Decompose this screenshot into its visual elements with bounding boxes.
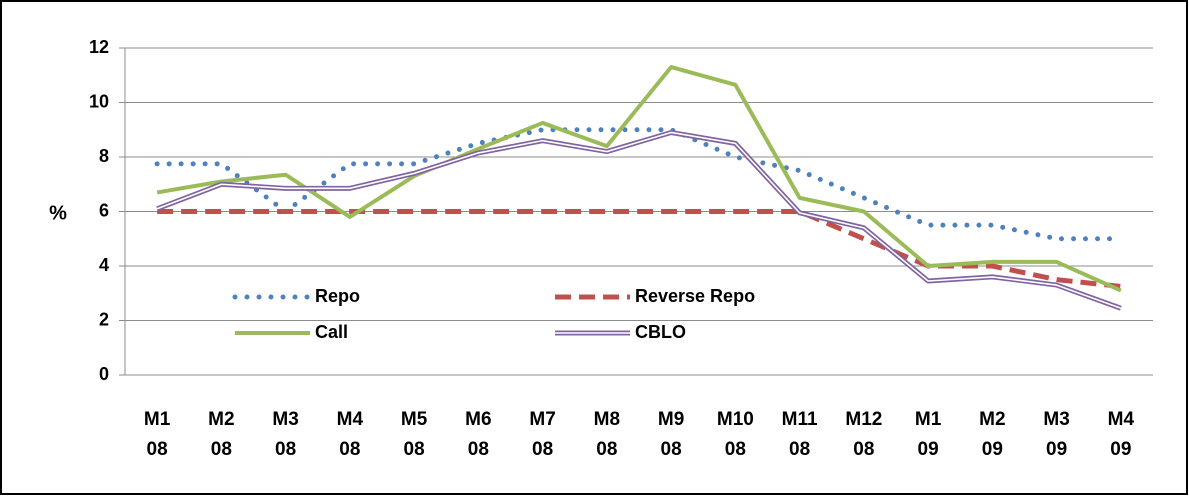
x-tick-label: M12 08: [845, 409, 882, 460]
series-line-inner: [156, 131, 1122, 309]
y-tick-label: 2: [99, 309, 109, 329]
x-tick-label: M2 08: [208, 409, 234, 460]
x-tick-label: M9 08: [658, 409, 684, 460]
x-tick-label: M7 08: [529, 409, 555, 460]
x-tick-label: M4 09: [1108, 409, 1135, 460]
x-tick-label: M3 08: [272, 409, 298, 460]
x-tick-label: M1 08: [144, 409, 171, 460]
x-tick-label: M2 09: [979, 409, 1005, 460]
x-tick-label: M5 08: [401, 409, 428, 460]
y-tick-label: 6: [99, 200, 109, 220]
series-line: [154, 127, 1124, 242]
x-tick-label: M11 08: [782, 409, 818, 460]
y-tick-label: 12: [89, 37, 109, 57]
y-tick-label: 10: [89, 91, 109, 111]
x-tick-label: M4 08: [337, 409, 364, 460]
legend-label: CBLO: [635, 322, 686, 342]
x-tick-label: M1 09: [915, 409, 942, 460]
series-line: [156, 65, 1122, 293]
x-tick-label: M3 09: [1043, 409, 1069, 460]
legend-label: Call: [315, 322, 348, 342]
y-tick-label: 0: [99, 364, 109, 384]
series-line: [157, 209, 1122, 289]
y-tick-label: 4: [99, 255, 109, 275]
legend-label: Repo: [315, 286, 360, 306]
y-axis-label: %: [49, 202, 67, 224]
x-tick-label: M8 08: [594, 409, 620, 460]
x-tick-label: M6 08: [465, 409, 491, 460]
x-tick-label: M10 08: [717, 409, 754, 460]
legend-label: Reverse Repo: [635, 286, 755, 306]
y-tick-label: 8: [99, 146, 109, 166]
